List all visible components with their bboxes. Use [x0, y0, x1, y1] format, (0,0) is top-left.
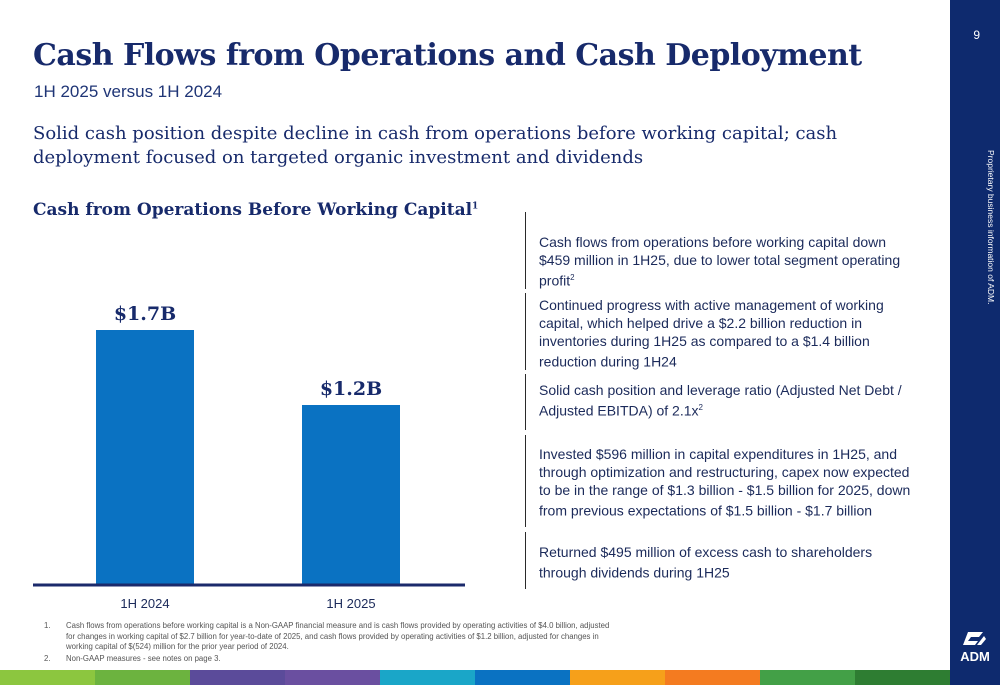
x-tick-label: 1H 2024 — [120, 596, 169, 611]
page-title: Cash Flows from Operations and Cash Depl… — [33, 38, 862, 73]
footnote-text: Cash flows from operations before workin… — [66, 621, 610, 651]
x-tick-label: 1H 2025 — [326, 596, 375, 611]
color-strip-segment — [570, 670, 665, 685]
bullet-footnote-mark: 2 — [570, 273, 575, 282]
bullet-item: Returned $495 million of excess cash to … — [525, 532, 915, 589]
headline: Solid cash position despite decline in c… — [33, 123, 838, 168]
footnote-text: Non-GAAP measures - see notes on page 3. — [66, 653, 221, 663]
bar-1h-2024 — [96, 330, 194, 585]
bullet-text: Continued progress with active managemen… — [539, 297, 884, 370]
bullet-item: Solid cash position and leverage ratio (… — [525, 374, 915, 430]
adm-logo-mark-icon — [963, 632, 986, 645]
color-strip-segment — [190, 670, 285, 685]
color-strip-segment — [665, 670, 760, 685]
bar-value-label: $1.2B — [320, 378, 382, 400]
chart-title-footnote-mark: 1 — [472, 201, 479, 212]
color-strip-segment — [0, 670, 95, 685]
chart-title-text: Cash from Operations Before Working Capi… — [33, 200, 473, 220]
sidebar-band: 9 Proprietary business information of AD… — [950, 0, 1000, 685]
footnote-number: 1. — [44, 621, 51, 630]
bullet-footnote-mark: 2 — [698, 403, 703, 412]
color-strip-segment — [760, 670, 855, 685]
bullet-text: Cash flows from operations before workin… — [539, 234, 901, 289]
color-strip-segment — [855, 670, 950, 685]
bullet-item: Continued progress with active managemen… — [525, 293, 915, 370]
bar-value-label: $1.7B — [114, 303, 176, 325]
page-number: 9 — [973, 28, 980, 42]
color-strip-segment — [95, 670, 190, 685]
bullet-text: Invested $596 million in capital expendi… — [539, 446, 911, 519]
bullet-item: Invested $596 million in capital expendi… — [525, 435, 915, 527]
footnotes: 1. Cash flows from operations before work… — [44, 621, 614, 665]
bullet-text: Returned $495 million of excess cash to … — [539, 544, 873, 581]
bullet-text: Solid cash position and leverage ratio (… — [539, 382, 902, 419]
proprietary-note: Proprietary business information of ADM. — [986, 150, 996, 305]
color-strip-segment — [285, 670, 380, 685]
color-strip-segment — [380, 670, 475, 685]
adm-logo: ADM — [960, 632, 990, 664]
adm-logo-text: ADM — [960, 649, 990, 664]
color-strip-segment — [475, 670, 570, 685]
bullet-item: Cash flows from operations before workin… — [525, 212, 915, 289]
chart-title: Cash from Operations Before Working Capi… — [33, 200, 478, 220]
footnote-number: 2. — [44, 653, 51, 663]
footnote: 2. Non-GAAP measures - see notes on page … — [44, 654, 614, 665]
color-strip — [0, 670, 950, 685]
bar-1h-2025 — [302, 405, 400, 585]
bar-chart: $1.7B 1H 2024 $1.2B 1H 2025 — [33, 303, 465, 611]
footnote: 1. Cash flows from operations before work… — [44, 621, 614, 653]
page-subtitle: 1H 2025 versus 1H 2024 — [34, 82, 223, 101]
